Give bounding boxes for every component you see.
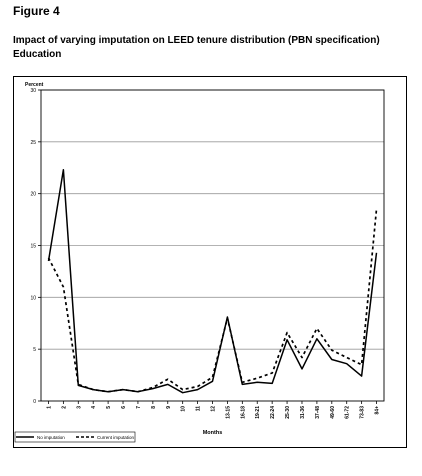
y-tick-label: 30: [30, 88, 36, 94]
series-line: [47, 169, 378, 394]
x-tick-label: 61-72: [345, 406, 351, 419]
legend: [14, 431, 136, 443]
x-tick-label: 73-83: [360, 406, 366, 419]
chart-title-line-1: Impact of varying imputation on LEED ten…: [13, 35, 380, 46]
x-tick-label: 10: [181, 406, 187, 412]
x-tick-label: 1: [46, 406, 52, 409]
legend-label: Current imputation: [97, 435, 135, 440]
x-tick-label: 37-48: [315, 406, 321, 419]
x-tick-label: 49-60: [330, 406, 336, 419]
x-tick-label: 25-30: [285, 406, 291, 419]
x-tick-label: 16-18: [240, 406, 246, 419]
y-tick-label: 10: [30, 295, 36, 301]
x-tick-label: 19-21: [255, 406, 261, 419]
x-tick-label: 11: [196, 406, 202, 412]
y-tick-label: 15: [30, 244, 36, 250]
y-tick-label: 25: [30, 140, 36, 146]
series-line: [47, 209, 378, 393]
x-tick-label: 7: [136, 406, 142, 409]
x-tick-label: 13-15: [225, 406, 231, 419]
x-axis-label: Months: [203, 430, 223, 436]
chart-title: Impact of varying imputation on LEED ten…: [13, 34, 413, 62]
x-tick-label: 2: [61, 406, 67, 409]
x-tick-label: 6: [121, 406, 127, 409]
chart-title-line-2: Education: [13, 49, 62, 60]
legend-label: No imputation: [37, 435, 65, 440]
x-tick-label: 8: [151, 406, 157, 409]
chart-panel: [13, 76, 407, 448]
y-axis-label: Percent: [25, 82, 44, 88]
figure-label: Figure 4: [13, 4, 60, 18]
x-tick-label: 5: [106, 406, 112, 409]
x-tick-label: 3: [76, 406, 82, 409]
x-tick-label: 31-36: [300, 406, 306, 419]
y-tick-label: 20: [30, 192, 36, 198]
x-tick-label: 22-24: [270, 406, 276, 419]
x-tick-label: 9: [166, 406, 172, 409]
x-tick-label: 84+: [375, 406, 381, 415]
x-tick-label: 4: [91, 406, 97, 409]
y-tick-label: 5: [33, 347, 36, 353]
x-tick-label: 12: [211, 406, 217, 412]
y-tick-label: 0: [33, 399, 36, 405]
